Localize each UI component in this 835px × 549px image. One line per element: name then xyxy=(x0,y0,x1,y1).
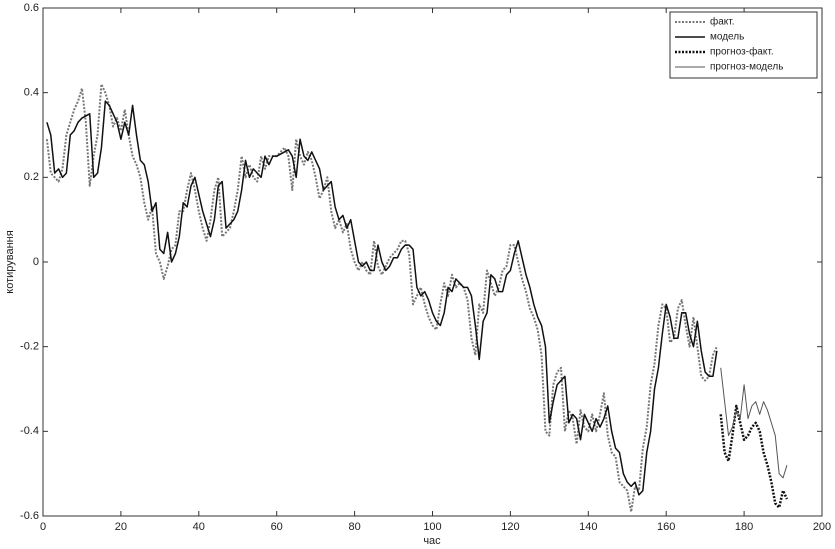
series-line xyxy=(46,100,718,496)
x-axis-label: час xyxy=(423,535,441,547)
x-tick-label: 160 xyxy=(657,521,675,533)
x-tick-label: 120 xyxy=(501,521,519,533)
y-tick-label: 0 xyxy=(33,256,39,268)
legend-label: модель xyxy=(710,32,744,43)
x-tick-label: 60 xyxy=(271,521,283,533)
legend-label: прогноз-модель xyxy=(710,62,783,73)
x-tick-label: 180 xyxy=(735,521,753,533)
legend-label: факт. xyxy=(710,16,735,28)
y-axis-label: котирування xyxy=(4,230,16,293)
y-tick-label: 0.2 xyxy=(24,171,39,183)
y-tick-label: 0.6 xyxy=(24,2,39,14)
x-tick-label: 0 xyxy=(40,521,46,533)
x-tick-label: 200 xyxy=(813,521,831,533)
y-tick-label: 0.4 xyxy=(24,87,39,99)
x-tick-label: 140 xyxy=(579,521,597,533)
series-line xyxy=(45,83,718,513)
x-tick-label: 100 xyxy=(423,521,441,533)
y-tick-label: -0.2 xyxy=(20,341,39,353)
y-tick-label: -0.6 xyxy=(20,510,39,522)
series-line xyxy=(719,404,789,509)
x-tick-label: 80 xyxy=(348,521,360,533)
x-tick-label: 40 xyxy=(193,521,205,533)
legend-label: прогноз-факт. xyxy=(710,46,774,58)
x-tick-label: 20 xyxy=(115,521,127,533)
series-line xyxy=(720,367,788,479)
y-tick-label: -0.4 xyxy=(20,425,39,437)
